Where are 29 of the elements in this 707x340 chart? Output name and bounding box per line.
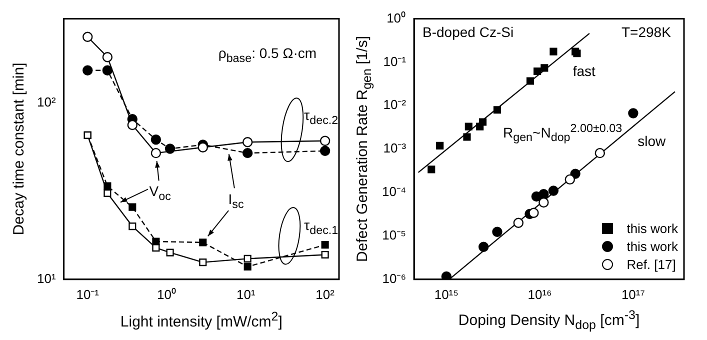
annotation: fast <box>572 62 596 79</box>
x-tick-label: 10⁰ <box>157 286 176 302</box>
legend-label: this work <box>626 238 678 254</box>
y-tick-label: 10⁻⁶ <box>382 270 406 286</box>
annotation: V$_{oc}$ <box>149 182 171 203</box>
x-tick-label: 10¹⁶ <box>528 286 552 302</box>
legend-label: this work <box>626 220 678 236</box>
y-tick-label: 10⁻² <box>383 97 407 112</box>
annotation: T=298K <box>621 24 671 40</box>
annotation: slow <box>638 133 666 150</box>
x-tick-label: 10¹⁵ <box>434 286 459 302</box>
x-tick-label: 10¹ <box>236 286 256 302</box>
x-axis-title: Doping Density N$_{dop}$ [cm$^{-3}$] <box>458 308 640 332</box>
x-axis-title: Light intensity [mW/cm$^{2}$] <box>120 310 282 330</box>
x-tick-label: 10⁻¹ <box>76 286 100 302</box>
annotation: B-doped Cz-Si <box>422 24 514 40</box>
x-tick-label: 10¹⁷ <box>621 286 646 302</box>
legend-label: Ref. [17] <box>626 256 676 272</box>
y-tick-label: 10⁰ <box>386 10 406 26</box>
y-axis-title: Decay time constant [min] <box>10 62 28 236</box>
annotation: τ$_{dec.1}$ <box>304 217 338 238</box>
annotation: I$_{sc}$ <box>228 191 244 212</box>
x-tick-label: 10² <box>316 286 336 302</box>
annotation: ρ$_{base}$: 0.5 Ω·cm <box>218 45 317 66</box>
y-tick-label: 10⁻³ <box>383 140 407 156</box>
y-tick-label: 10⁻⁵ <box>382 228 406 243</box>
y-tick-label: 10⁻⁴ <box>382 184 406 200</box>
y-tick-label: 10⁻¹ <box>383 54 407 69</box>
annotation: τ$_{dec.2}$ <box>304 107 338 127</box>
